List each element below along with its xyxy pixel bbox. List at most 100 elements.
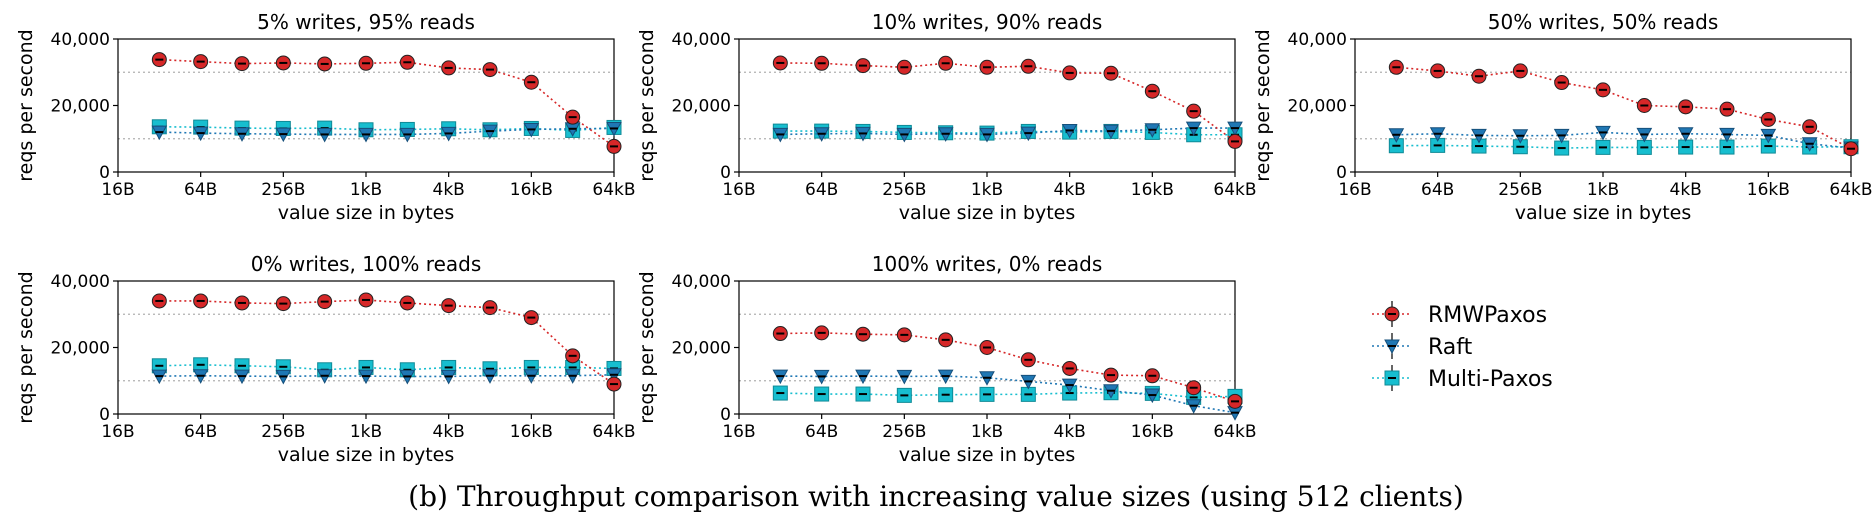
y-axis-label: reqs per second [636, 271, 658, 423]
series-rmwpaxos [151, 52, 622, 154]
x-tick-label: 256B [882, 422, 926, 442]
legend-entry-rmwpaxos: RMWPaxos [1372, 301, 1547, 328]
x-tick-label: 1kB [971, 180, 1003, 200]
series-rmwpaxos [151, 292, 622, 392]
series-line [159, 363, 615, 371]
y-axis-label: reqs per second [15, 271, 37, 423]
x-tick-label: 64kB [1213, 180, 1256, 200]
y-tick-label: 40,000 [51, 272, 110, 292]
x-tick-label: 16B [101, 422, 134, 442]
x-tick-label: 256B [882, 180, 926, 200]
x-tick-label: 64B [805, 422, 838, 442]
x-tick-label: 1kB [971, 422, 1003, 442]
x-tick-label: 16B [722, 180, 755, 200]
charts-area: 5% writes, 95% reads 0 20,000 40,000 16B 64B 2… [15, 10, 1872, 466]
y-tick-label: 0 [99, 163, 110, 183]
x-tick-label: 1kB [350, 180, 382, 200]
series-raft [151, 368, 622, 385]
series-multi-paxos [772, 385, 1243, 405]
chart-title: 10% writes, 90% reads [872, 10, 1103, 34]
x-axis-label: value size in bytes [278, 202, 455, 224]
chart-panel-4: 0% writes, 100% reads 0 20,000 40,000 16B 64B… [15, 252, 636, 466]
y-tick-label: 0 [720, 405, 731, 425]
x-tick-label: 16kB [1131, 422, 1174, 442]
series-multi-paxos [151, 357, 622, 378]
series-multi-paxos [772, 123, 1243, 143]
x-tick-label: 16kB [510, 180, 553, 200]
x-tick-label: 4kB [433, 180, 465, 200]
x-axis-label: value size in bytes [1515, 202, 1692, 224]
series-line [780, 332, 1236, 403]
x-tick-label: 64kB [1213, 422, 1256, 442]
y-tick-label: 20,000 [1288, 97, 1347, 117]
series-line [159, 373, 615, 378]
figure-caption: (b) Throughput comparison with increasin… [408, 480, 1464, 513]
x-tick-label: 1kB [1587, 180, 1619, 200]
series-raft [772, 369, 1243, 421]
series-line [1396, 66, 1852, 150]
x-tick-label: 16kB [510, 422, 553, 442]
x-tick-label: 4kB [1054, 180, 1086, 200]
series-line [159, 127, 615, 136]
x-tick-label: 16B [1338, 180, 1371, 200]
legend-entry-multi-paxos: Multi-Paxos [1372, 365, 1553, 392]
x-axis-label: value size in bytes [899, 444, 1076, 466]
legend-entry-raft: Raft [1372, 333, 1473, 360]
series-line [780, 375, 1236, 414]
series-raft [1388, 125, 1859, 157]
series-rmwpaxos [1388, 59, 1859, 157]
chart-panel-2: 10% writes, 90% reads 0 20,000 40,000 16B 64B… [636, 10, 1257, 224]
series-line [780, 391, 1236, 399]
x-tick-label: 256B [1498, 180, 1542, 200]
x-tick-label: 64kB [1829, 180, 1872, 200]
series-raft [151, 121, 622, 143]
x-tick-label: 64kB [592, 180, 635, 200]
legend-label: Multi-Paxos [1428, 367, 1553, 392]
x-tick-label: 4kB [433, 422, 465, 442]
chart-panel-3: 50% writes, 50% reads 0 20,000 40,000 16B 64B… [1252, 10, 1872, 224]
series-rmwpaxos [772, 55, 1243, 149]
series-line [780, 127, 1235, 136]
chart-title: 5% writes, 95% reads [257, 10, 475, 34]
x-tick-label: 16kB [1131, 180, 1174, 200]
y-tick-label: 40,000 [51, 30, 110, 50]
y-tick-label: 0 [1336, 163, 1347, 183]
y-tick-label: 20,000 [672, 97, 731, 117]
x-tick-label: 4kB [1054, 422, 1086, 442]
series-line [159, 299, 615, 385]
x-tick-label: 256B [261, 422, 305, 442]
x-tick-label: 64B [1421, 180, 1454, 200]
chart-panel-5: 100% writes, 0% reads 0 20,000 40,000 16B 64B… [636, 252, 1257, 466]
series-line [159, 58, 615, 148]
x-tick-label: 64B [805, 180, 838, 200]
x-tick-label: 16B [101, 180, 134, 200]
x-tick-label: 16kB [1747, 180, 1790, 200]
y-tick-label: 40,000 [672, 272, 731, 292]
y-tick-label: 40,000 [1288, 30, 1347, 50]
series-multi-paxos [1388, 137, 1859, 156]
x-tick-label: 64kB [592, 422, 635, 442]
y-axis-label: reqs per second [1252, 29, 1274, 181]
chart-title: 0% writes, 100% reads [251, 252, 482, 276]
y-axis-label: reqs per second [15, 29, 37, 181]
y-tick-label: 20,000 [672, 339, 731, 359]
x-tick-label: 64B [184, 180, 217, 200]
series-raft [772, 121, 1243, 143]
x-tick-label: 1kB [350, 422, 382, 442]
series-line [1396, 144, 1852, 149]
x-tick-label: 64B [184, 422, 217, 442]
legend-label: Raft [1428, 335, 1473, 360]
legend-box [1360, 290, 1630, 400]
x-axis-label: value size in bytes [899, 202, 1076, 224]
chart-title: 50% writes, 50% reads [1488, 10, 1719, 34]
plot-frame [738, 38, 1236, 173]
legend-label: RMWPaxos [1428, 303, 1547, 328]
chart-title: 100% writes, 0% reads [872, 252, 1103, 276]
x-tick-label: 16B [722, 422, 755, 442]
series-rmwpaxos [772, 325, 1243, 409]
x-tick-label: 256B [261, 180, 305, 200]
y-tick-label: 20,000 [51, 97, 110, 117]
y-tick-label: 0 [99, 405, 110, 425]
series-line [780, 130, 1235, 136]
y-tick-label: 20,000 [51, 339, 110, 359]
